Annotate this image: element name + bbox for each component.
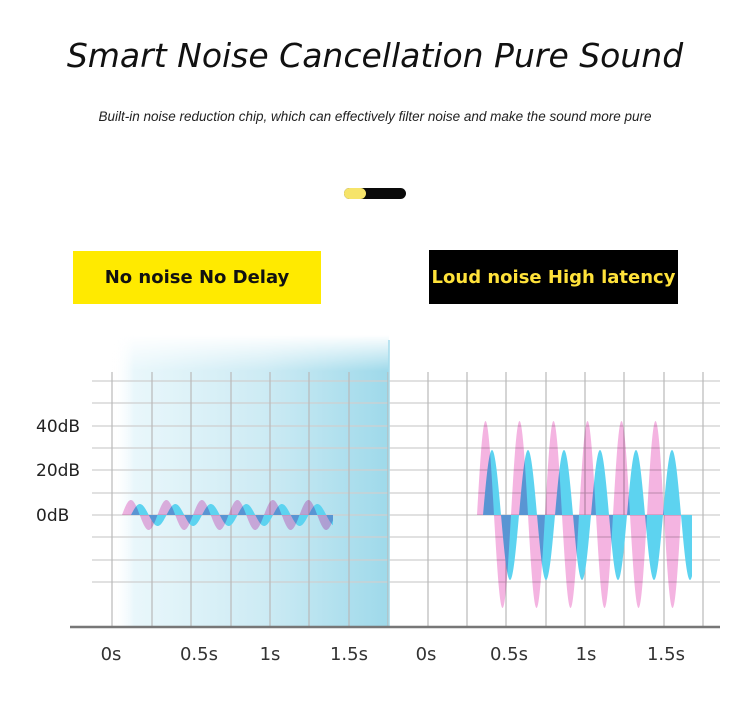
highlight-region: [112, 335, 389, 627]
page-title: Smart Noise Cancellation Pure Sound: [66, 36, 684, 75]
y-label-20db: 20dB: [36, 461, 80, 481]
x-label: 1s: [576, 644, 597, 665]
y-label-40db: 40dB: [36, 417, 80, 437]
y-axis-labels: 40dB 20dB 0dB: [36, 417, 80, 526]
x-axis-labels: 0s 0.5s 1s 1.5s 0s 0.5s 1s 1.5s: [101, 644, 685, 665]
left-waveform: [122, 500, 333, 530]
x-label: 0s: [101, 644, 122, 665]
right-pink-wave: [477, 421, 681, 608]
x-label: 1.5s: [330, 644, 368, 665]
right-waveform: [477, 421, 692, 608]
pager-dot-active[interactable]: [344, 188, 366, 199]
left-pink-wave: [122, 500, 333, 530]
grid-lines: [92, 340, 720, 627]
x-label: 0.5s: [180, 644, 218, 665]
x-label: 0.5s: [490, 644, 528, 665]
x-label: 1.5s: [647, 644, 685, 665]
x-label: 0s: [416, 644, 437, 665]
x-label: 1s: [260, 644, 281, 665]
carousel-pager[interactable]: [344, 188, 406, 199]
label-no-noise-text: No noise No Delay: [104, 267, 290, 288]
waveforms: [122, 421, 692, 608]
page-subtitle: Built-in noise reduction chip, which can…: [98, 109, 652, 124]
y-label-0db: 0dB: [36, 506, 69, 526]
label-no-noise: No noise No Delay: [73, 251, 321, 304]
label-loud-noise-text: Loud noise High latency: [431, 266, 676, 288]
label-loud-noise: Loud noise High latency: [429, 250, 678, 304]
